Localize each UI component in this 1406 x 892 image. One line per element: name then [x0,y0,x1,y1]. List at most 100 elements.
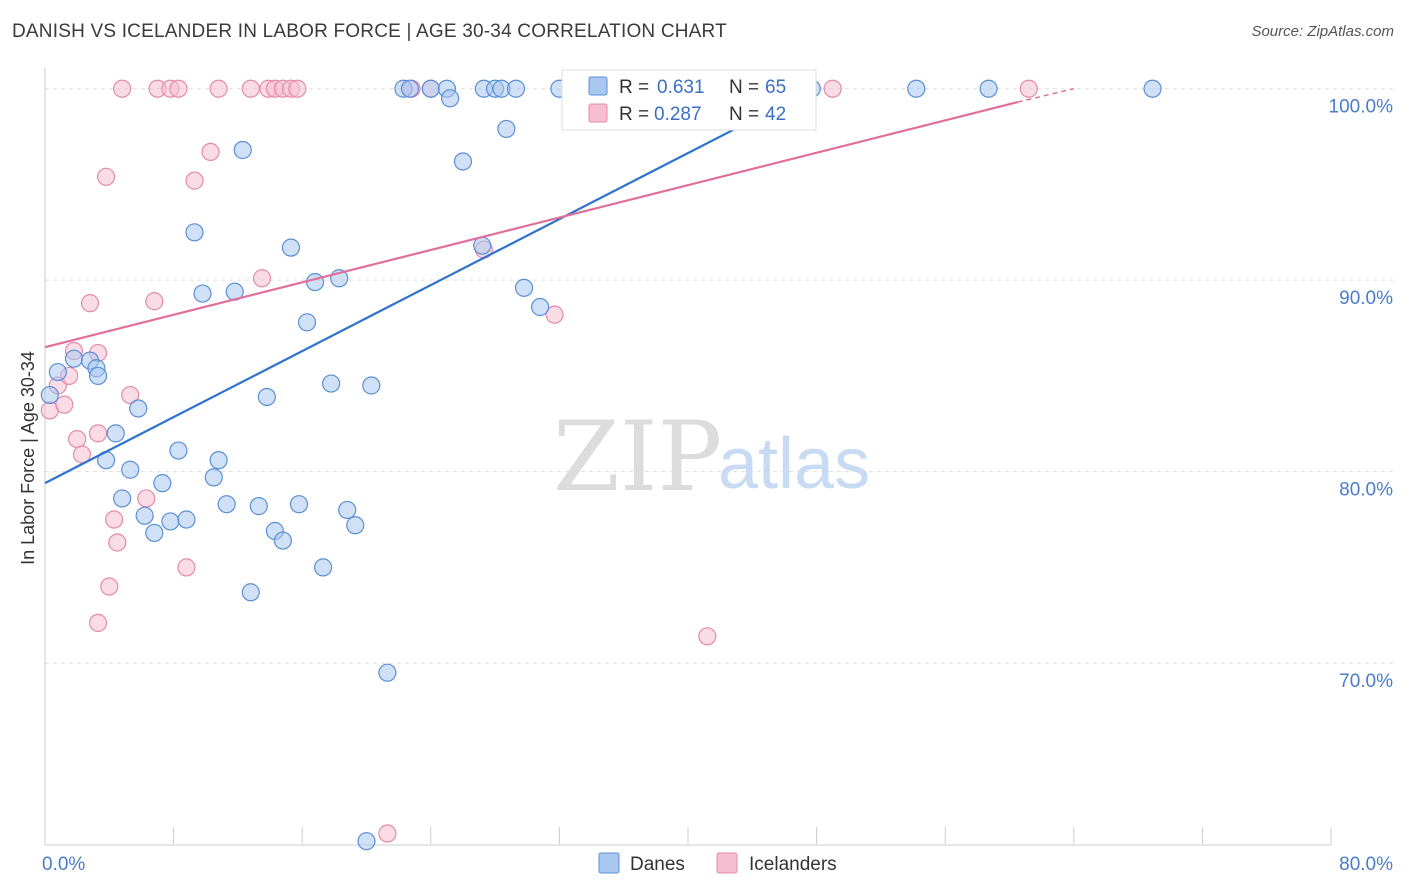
data-point-danes [453,152,473,171]
legend-n-label-danes: N = [729,77,759,98]
data-point-icelanders [113,79,132,98]
watermark-zip: ZIP [553,401,722,513]
y-tick-label-100: 100.0% [1329,97,1394,118]
data-point-danes [322,374,341,393]
data-point-danes [907,79,926,98]
data-point-danes [169,441,188,460]
data-point-danes [338,500,357,520]
data-point-icelanders [698,627,717,646]
data-point-danes [531,297,550,317]
data-point-icelanders [121,385,140,405]
data-point-icelanders [145,292,164,311]
data-point-danes [281,238,301,257]
data-point-danes [113,489,132,508]
data-point-danes [48,362,67,382]
watermark: ZIP atlas [553,401,870,513]
source-credit: Source: ZipAtlas.com [1251,23,1394,40]
data-point-danes [289,495,309,514]
data-point-danes [362,376,381,395]
data-point-danes [129,399,148,418]
data-point-icelanders [1019,79,1038,98]
series-legend: Danes Icelanders [598,852,837,875]
data-point-danes [346,516,365,535]
stats-legend: R = 0.631 N = 65 R = 0.287 N = 42 [561,69,817,131]
data-point-danes [473,236,492,255]
series-legend-swatch-icelanders [716,852,738,874]
data-point-danes [177,510,196,529]
data-point-icelanders [68,429,87,449]
grid-lines [45,88,1395,664]
data-point-icelanders [108,533,127,552]
data-point-danes [40,385,59,405]
data-point-icelanders [88,424,108,443]
data-point-icelanders [72,445,92,464]
data-point-danes [135,506,154,525]
data-point-danes [421,79,440,98]
data-point-icelanders [100,577,119,596]
legend-swatch-icelanders [588,103,608,123]
data-point-danes [204,468,223,487]
legend-n-value-icelanders: 42 [765,104,786,125]
data-point-danes [257,387,276,407]
data-point-icelanders [241,79,260,98]
trend-line-icelanders [44,101,1018,349]
legend-r-value-danes: 0.631 [657,77,705,98]
data-point-danes [249,497,268,516]
x-tick-label-0: 0.0% [42,854,85,875]
y-axis-label: In Labor Force | Age 30-34 [18,351,38,565]
chart-title: DANISH VS ICELANDER IN LABOR FORCE | AGE… [12,21,727,42]
data-point-icelanders [96,167,116,186]
data-point-danes [88,366,108,386]
data-point-danes [440,89,460,108]
trend-line-danes [44,87,814,485]
series-legend-swatch-danes [598,852,620,874]
data-point-icelanders [169,79,188,98]
data-point-icelanders [105,510,124,529]
x-tick-label-80: 80.0% [1339,854,1393,875]
y-tick-label-90: 90.0% [1339,288,1393,309]
trend-lines [44,87,1074,485]
data-point-danes [64,349,84,368]
legend-r-label-danes: R = [619,77,649,98]
series-legend-label-icelanders: Icelanders [749,854,837,875]
data-point-icelanders [823,79,842,98]
data-point-danes [313,558,333,577]
legend-r-value-icelanders: 0.287 [654,104,702,125]
data-point-danes [217,495,236,514]
data-point-danes [106,424,125,443]
data-point-icelanders [201,142,220,162]
data-point-danes [297,313,317,332]
x-tick-labels: 0.0% 80.0% [42,854,1393,875]
legend-swatch-danes [588,76,608,96]
data-point-danes [506,79,526,98]
data-point-danes [161,512,180,531]
data-point-danes [1143,79,1162,98]
data-point-danes [357,832,376,851]
data-point-danes [497,119,516,139]
data-point-danes [233,140,252,160]
data-point-danes [400,79,420,98]
data-point-danes [979,79,998,98]
y-tick-labels: 70.0% 80.0% 90.0% 100.0% [1329,97,1394,692]
data-point-danes [121,460,140,479]
axes [44,68,1332,846]
data-point-icelanders [185,171,204,190]
legend-n-label-icelanders: N = [729,104,759,125]
data-point-danes [273,531,293,550]
data-point-danes [305,272,325,292]
data-point-danes [514,278,534,297]
data-point-danes [241,583,260,602]
data-point-danes [209,451,228,470]
legend-n-value-danes: 65 [765,77,786,98]
trend-line-extension-icelanders [1017,87,1074,103]
data-point-icelanders [288,79,307,98]
y-tick-label-80: 80.0% [1339,480,1393,501]
legend-r-label-icelanders: R = [619,104,649,125]
data-point-icelanders [177,558,196,577]
data-point-icelanders [252,269,272,288]
data-point-icelanders [80,294,100,313]
data-point-danes [185,223,204,242]
data-point-danes [193,284,212,303]
data-point-icelanders [378,824,397,843]
